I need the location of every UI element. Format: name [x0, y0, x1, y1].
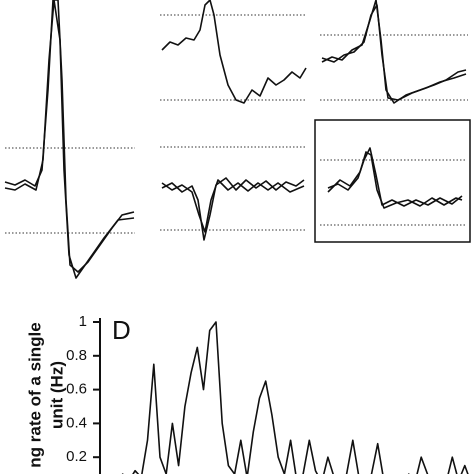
y-tick-label: 1	[79, 313, 87, 330]
y-tick-label: 0.6	[66, 381, 87, 398]
firing-rate-line	[121, 321, 469, 474]
y-tick-label: 0.8	[66, 347, 87, 364]
waveform	[161, 179, 305, 233]
waveform	[4, 0, 135, 273]
y-tick-label: 0.2	[66, 448, 87, 465]
y-axis-label: ng rate of a single	[25, 322, 44, 467]
y-axis-label: unit (Hz)	[47, 361, 66, 429]
waveform	[327, 151, 463, 209]
y-tick-label: 0.4	[66, 414, 87, 431]
panel-label: D	[112, 315, 131, 345]
waveform	[161, 0, 307, 104]
waveform	[327, 147, 463, 207]
waveform	[321, 0, 467, 104]
waveform	[321, 4, 467, 101]
waveform	[4, 0, 135, 279]
waveform-panels	[4, 0, 471, 279]
waveform	[161, 177, 305, 241]
highlight-box	[314, 119, 471, 243]
